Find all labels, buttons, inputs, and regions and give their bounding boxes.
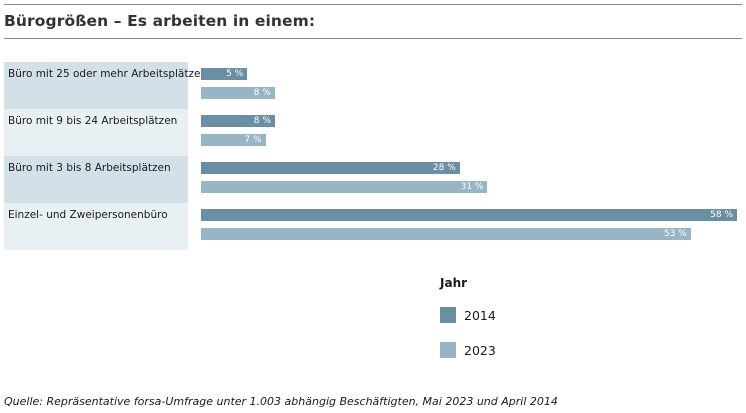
top-rule xyxy=(4,4,742,5)
legend-item-2023: 2023 xyxy=(440,342,496,358)
bar-value-label: 31 % xyxy=(460,182,484,192)
bar-2023: 31 % xyxy=(201,181,488,193)
bar-value-label: 8 % xyxy=(253,116,271,126)
bar-2023: 53 % xyxy=(201,228,691,240)
bar-2014: 8 % xyxy=(201,115,275,127)
legend-title: Jahr xyxy=(440,276,468,290)
bar-value-label: 5 % xyxy=(226,69,244,79)
chart-title: Bürogrößen – Es arbeiten in einem: xyxy=(4,12,316,30)
category-label: Büro mit 9 bis 24 Arbeitsplätzen xyxy=(4,109,188,156)
bar-value-label: 58 % xyxy=(710,210,733,220)
title-rule xyxy=(4,38,742,39)
bar-2023: 7 % xyxy=(201,134,266,146)
category-label: Einzel- und Zweipersonenbüro xyxy=(4,203,188,250)
source-note: Quelle: Repräsentative forsa-Umfrage unt… xyxy=(4,395,558,408)
bar-value-label: 28 % xyxy=(432,163,456,173)
bar-2014: 5 % xyxy=(201,68,248,80)
legend-item-2014: 2014 xyxy=(440,307,496,323)
bar-2014: 58 % xyxy=(201,209,737,221)
bar-value-label: 8 % xyxy=(253,88,271,98)
bar-2023: 8 % xyxy=(201,87,275,99)
legend-swatch-2014 xyxy=(440,307,456,323)
bar-value-label: 53 % xyxy=(663,229,687,239)
legend-label-2014: 2014 xyxy=(464,307,496,323)
legend-label-2023: 2023 xyxy=(464,342,496,358)
category-label: Büro mit 3 bis 8 Arbeitsplätzen xyxy=(4,156,188,203)
legend-swatch-2023 xyxy=(440,342,456,358)
bar-2014: 28 % xyxy=(201,162,460,174)
category-label: Büro mit 25 oder mehr Arbeitsplätzen xyxy=(4,62,207,109)
bar-value-label: 7 % xyxy=(244,135,262,145)
